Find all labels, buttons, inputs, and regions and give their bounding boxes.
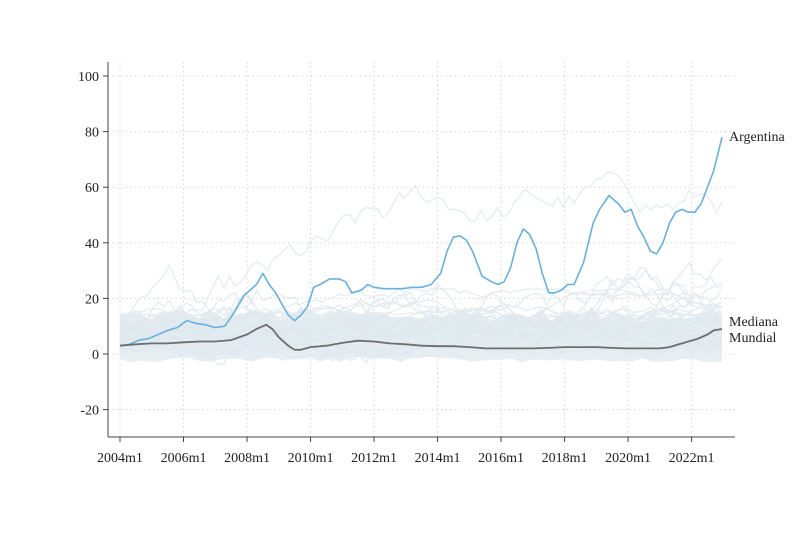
x-tick-label: 2018m1 [542, 451, 588, 466]
country-line [119, 322, 723, 342]
x-tick-label: 2016m1 [478, 451, 524, 466]
x-tick-label: 2006m1 [161, 451, 207, 466]
argentina-line [119, 137, 723, 347]
x-tick-label: 2020m1 [605, 451, 651, 466]
y-tick-label: -20 [80, 404, 99, 419]
country-line [119, 307, 723, 333]
country-line [119, 335, 723, 360]
x-tick-label: 2008m1 [224, 451, 270, 466]
country-line [119, 293, 723, 338]
x-tick-label: 2014m1 [415, 451, 461, 466]
axes: 100 80 60 40 20 0 -20 2004m1 2006m1 2008m1 2010m1 2… [78, 62, 735, 466]
country-line [119, 302, 723, 326]
y-tick-label: 100 [78, 70, 99, 85]
country-line [119, 171, 723, 338]
other-countries-lines [119, 171, 723, 365]
y-tick-label: 60 [85, 181, 99, 196]
x-tick-label: 2012m1 [351, 451, 397, 466]
country-line [119, 310, 723, 341]
x-tick-label: 2004m1 [97, 451, 143, 466]
series-lines [119, 137, 723, 351]
median-label-line2: Mundial [729, 331, 777, 346]
country-line [119, 307, 723, 333]
country-line [119, 308, 723, 333]
median-line [119, 323, 723, 351]
country-line [119, 325, 723, 348]
series-labels: Argentina Mediana Mundial [729, 130, 786, 346]
country-line [119, 288, 723, 321]
x-tick-label: 2010m1 [288, 451, 334, 466]
argentina-label: Argentina [729, 130, 786, 145]
gridlines [108, 62, 735, 437]
country-line [119, 272, 723, 361]
y-tick-label: 80 [85, 126, 99, 141]
y-tick-label: 40 [85, 237, 99, 252]
x-tick-label: 2022m1 [669, 451, 715, 466]
country-line [119, 325, 723, 353]
median-label-line1: Mediana [729, 315, 779, 330]
y-tick-label: 20 [85, 292, 99, 307]
y-tick-label: 0 [92, 348, 99, 363]
